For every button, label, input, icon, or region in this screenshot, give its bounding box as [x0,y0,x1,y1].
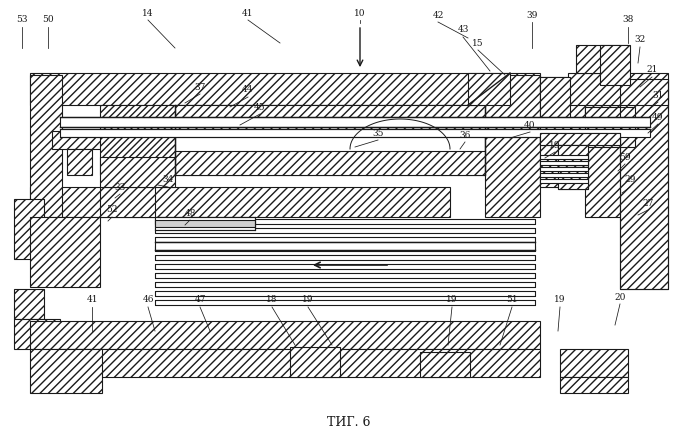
Text: 20: 20 [614,292,626,302]
Bar [14,289,44,319]
Bar [155,255,535,260]
Bar [576,45,628,73]
Bar [585,105,635,217]
Bar [600,45,630,85]
Bar [175,105,485,175]
Bar [540,161,588,165]
Bar [155,264,535,269]
Text: 14: 14 [143,8,154,17]
Text: 45: 45 [254,102,266,112]
Text: 40: 40 [524,121,535,129]
Text: 59: 59 [619,153,630,162]
Bar [155,246,535,251]
Bar [175,151,485,175]
Text: ΤИГ. 6: ΤИГ. 6 [327,417,370,429]
Text: 32: 32 [635,36,646,44]
Bar [540,77,570,143]
Bar [155,217,255,230]
Polygon shape [468,73,510,105]
Bar [558,145,588,167]
Text: 19: 19 [554,295,565,304]
Bar [67,149,92,175]
Text: 39: 39 [526,11,538,20]
Bar [540,173,588,177]
Text: 10: 10 [354,8,366,17]
Bar [540,155,588,159]
Text: 29: 29 [624,175,635,185]
Text: 51: 51 [506,295,518,304]
Text: 44: 44 [243,85,254,94]
Text: 36: 36 [459,130,470,139]
Text: 38: 38 [622,16,634,24]
Bar [155,228,535,233]
Bar [52,131,107,149]
Bar [30,349,102,393]
Bar [420,352,470,377]
Bar [558,167,588,189]
Text: 27: 27 [642,198,654,207]
Text: 19: 19 [302,295,314,304]
Bar [30,217,100,287]
Bar [155,273,535,278]
Bar [558,145,588,167]
Text: 35: 35 [373,129,384,138]
Bar [485,75,540,217]
Polygon shape [100,129,175,175]
Bar [60,349,540,377]
Bar [560,349,628,377]
Bar [155,237,535,242]
Bar [30,75,62,217]
Bar [155,219,535,224]
Text: 34: 34 [162,175,173,185]
Text: 42: 42 [432,11,444,20]
Bar [540,133,620,145]
Bar [540,167,588,171]
Bar [175,105,485,129]
Text: 52: 52 [106,206,117,214]
Bar [540,77,585,187]
Text: 47: 47 [194,295,206,304]
Bar [558,167,588,189]
Text: 15: 15 [473,39,484,48]
Bar [30,187,450,217]
Text: 43: 43 [457,25,469,35]
Bar [14,199,44,259]
Bar [155,242,535,250]
Bar [30,321,540,349]
Text: 50: 50 [42,16,54,24]
Bar [620,79,668,289]
Bar [568,73,668,105]
Bar [540,133,620,145]
Text: 21: 21 [647,65,658,74]
Text: 49: 49 [652,113,664,121]
Bar [14,319,60,349]
Bar [100,157,175,187]
Text: 31: 31 [652,90,663,100]
Bar [60,129,650,137]
Bar [620,79,668,289]
Bar [30,73,540,105]
Text: 18: 18 [266,295,278,304]
Text: 48: 48 [185,209,196,218]
Bar [585,107,635,147]
Text: 37: 37 [194,82,206,92]
Bar [560,377,628,393]
Bar [60,117,650,127]
Text: 19: 19 [549,141,561,150]
Bar [155,220,255,227]
Text: 41: 41 [86,295,98,304]
Bar [155,282,535,287]
Bar [155,300,535,305]
Polygon shape [100,105,175,129]
Bar [290,347,340,377]
Text: 33: 33 [115,182,126,191]
Text: 53: 53 [16,16,28,24]
Bar [100,187,155,217]
Text: 46: 46 [143,295,154,304]
Text: 19: 19 [446,295,458,304]
Bar [155,291,535,296]
Text: 41: 41 [243,8,254,17]
Bar [540,179,588,183]
